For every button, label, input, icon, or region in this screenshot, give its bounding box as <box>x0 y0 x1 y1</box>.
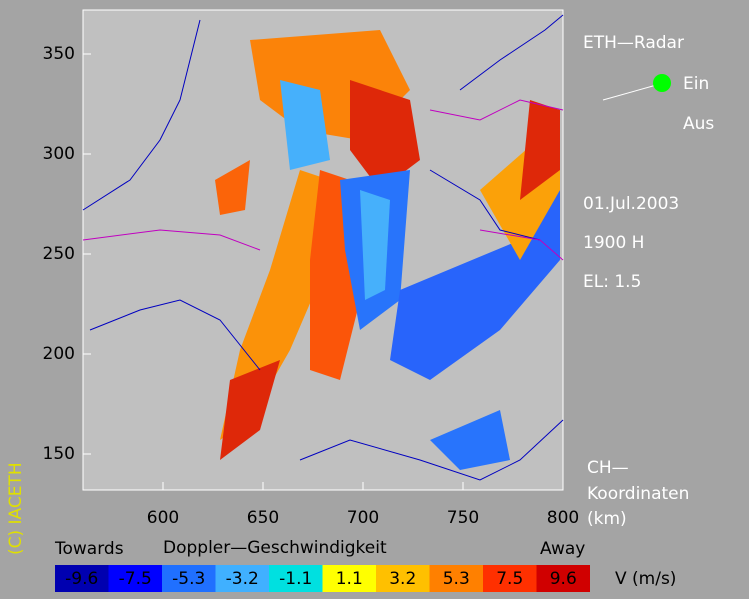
colorbar-label: -5.3 <box>172 569 205 589</box>
coord-label: Koordinaten <box>587 484 689 504</box>
colorbar-swatch <box>429 565 483 592</box>
colorbar-label: 7.5 <box>496 569 523 589</box>
border-lines <box>82 99 564 261</box>
away-label: Away <box>540 539 585 559</box>
colorbar-swatch <box>269 565 323 592</box>
colorbar-swatch <box>55 565 109 592</box>
y-tick-label: 350 <box>43 44 75 64</box>
colorbar-swatch <box>162 565 216 592</box>
y-tick-label: 250 <box>43 244 75 264</box>
coord-unit: (km) <box>587 509 627 529</box>
colorbar-label: -1.1 <box>279 569 312 589</box>
coord-label: CH— <box>587 458 629 478</box>
radar-echoes <box>215 30 560 470</box>
colorbar-swatch <box>322 565 376 592</box>
x-tick-label: 800 <box>547 508 579 528</box>
switch-pointer <box>602 83 661 101</box>
colorbar-unit: V (m/s) <box>615 569 676 589</box>
switch-off: Aus <box>683 114 714 134</box>
colorbar-label: 1.1 <box>336 569 363 589</box>
y-tick-label: 300 <box>43 144 75 164</box>
colorbar-label: 5.3 <box>443 569 470 589</box>
radar-title: ETH—Radar <box>583 33 684 53</box>
time: 1900 H <box>583 233 644 253</box>
colorbar-swatch <box>376 565 430 592</box>
x-tick-label: 750 <box>447 508 479 528</box>
colorbar-swatch <box>536 565 590 592</box>
x-tick-label: 700 <box>347 508 379 528</box>
colorbar-swatch <box>108 565 162 592</box>
switch-on: Ein <box>683 74 709 94</box>
copyright: (C) IACETH <box>6 462 26 555</box>
colorbar-label: -9.6 <box>65 569 98 589</box>
colorbar-label: 3.2 <box>389 569 416 589</box>
y-tick-label: 200 <box>43 344 75 364</box>
map-lines <box>82 14 564 481</box>
colorbar-swatch <box>483 565 537 592</box>
colorbar-swatch <box>215 565 269 592</box>
date: 01.Jul.2003 <box>583 194 679 214</box>
x-tick-label: 600 <box>147 508 179 528</box>
colorbar-label: -3.2 <box>226 569 259 589</box>
elevation: EL: 1.5 <box>583 272 641 292</box>
colorbar-label: 9.6 <box>550 569 577 589</box>
towards-label: Towards <box>54 539 124 559</box>
colorbar-label: -7.5 <box>119 569 152 589</box>
switch-indicator <box>653 74 671 92</box>
y-tick-label: 150 <box>43 444 75 464</box>
x-tick-label: 650 <box>247 508 279 528</box>
colorbar-title: Doppler—Geschwindigkeit <box>163 538 387 558</box>
